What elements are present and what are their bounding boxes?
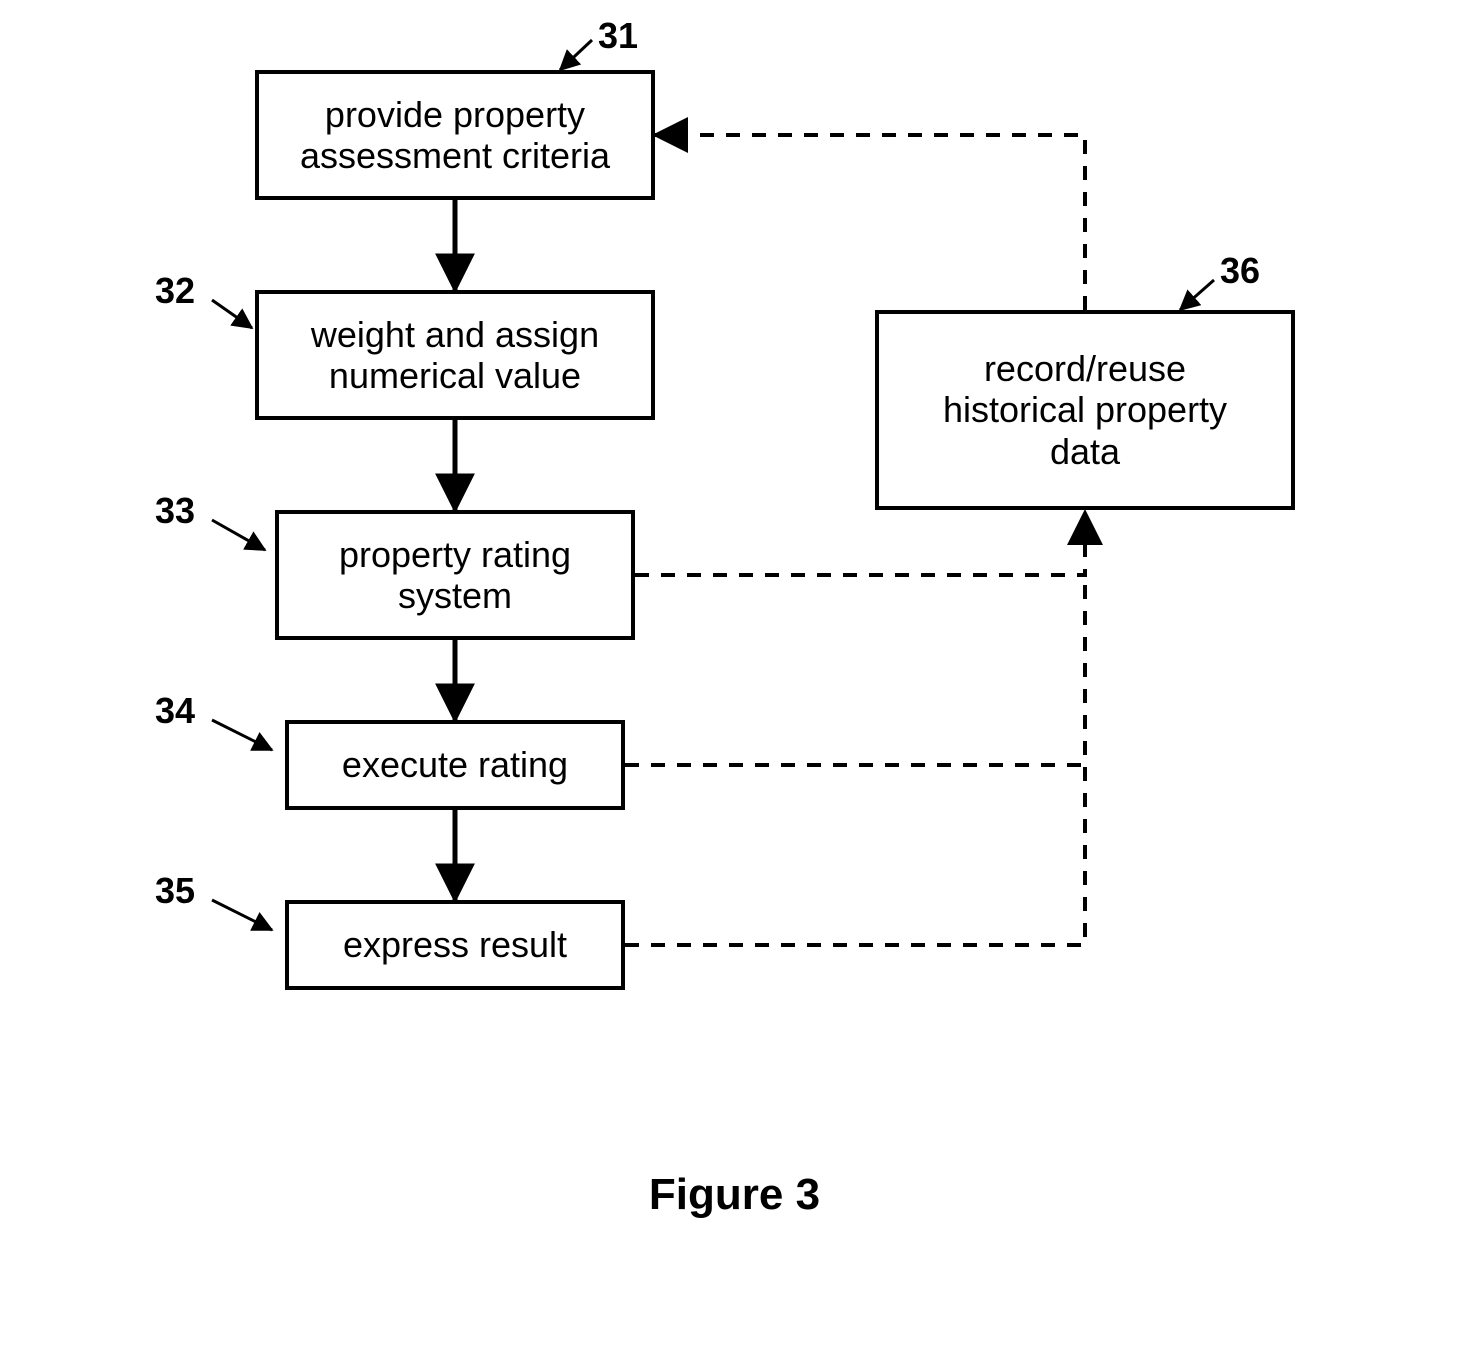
node-text: execute rating [342, 744, 568, 785]
ref-label-36: 36 [1220, 250, 1260, 292]
node-provide-criteria: provide propertyassessment criteria [255, 70, 655, 200]
connectors-svg [0, 0, 1469, 1352]
node-text: property ratingsystem [339, 534, 571, 617]
node-execute-rating: execute rating [285, 720, 625, 810]
node-rating-system: property ratingsystem [275, 510, 635, 640]
node-text: provide propertyassessment criteria [300, 94, 610, 177]
node-record-reuse: record/reusehistorical propertydata [875, 310, 1295, 510]
flowchart-canvas: provide propertyassessment criteria weig… [0, 0, 1469, 1352]
ref-label-31: 31 [598, 15, 638, 57]
node-text: express result [343, 924, 567, 965]
figure-caption: Figure 3 [0, 1170, 1469, 1220]
node-text: record/reusehistorical propertydata [943, 348, 1227, 472]
ref-label-34: 34 [155, 690, 195, 732]
node-weight-assign: weight and assignnumerical value [255, 290, 655, 420]
node-text: weight and assignnumerical value [311, 314, 599, 397]
node-express-result: express result [285, 900, 625, 990]
ref-label-33: 33 [155, 490, 195, 532]
ref-label-35: 35 [155, 870, 195, 912]
ref-label-32: 32 [155, 270, 195, 312]
